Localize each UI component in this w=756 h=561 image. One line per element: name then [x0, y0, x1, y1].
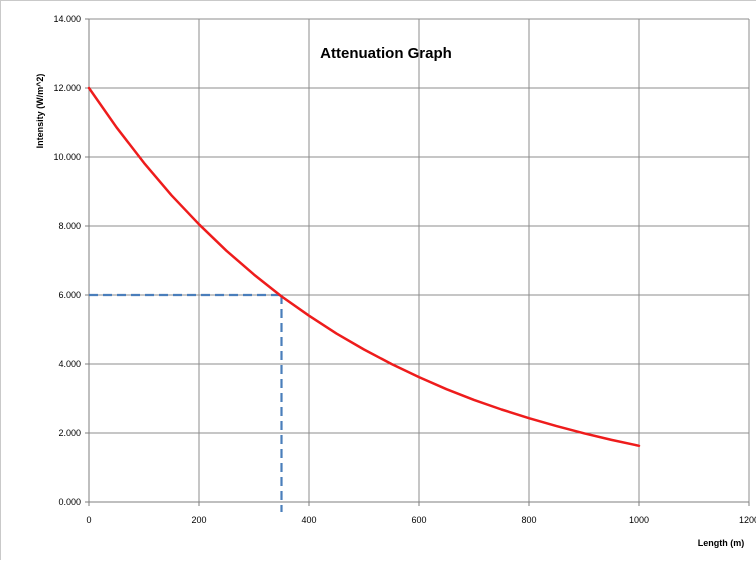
- y-tick-label: 4.000: [58, 359, 81, 369]
- x-tick-label: 0: [86, 515, 91, 525]
- series: [87, 86, 641, 448]
- y-tick-label: 6.000: [58, 290, 81, 300]
- chart-title: Attenuation Graph: [320, 45, 452, 62]
- y-tick-label: 8.000: [58, 221, 81, 231]
- tick-labels: 0.000 2.000 4.000 6.000 8.000 10.000 12.000 14.…: [53, 14, 756, 525]
- x-tick-label: 800: [521, 515, 536, 525]
- y-tick-label: 0.000: [58, 497, 81, 507]
- x-tick-label: 400: [301, 515, 316, 525]
- y-tick-label: 2.000: [58, 428, 81, 438]
- y-tick-label: 14.000: [53, 14, 81, 24]
- guide-lines: [89, 293, 283, 512]
- y-tick-label: 10.000: [53, 152, 81, 162]
- grid: [89, 18, 750, 502]
- x-tick-label: 1000: [629, 515, 649, 525]
- x-tick-label: 1200: [739, 515, 756, 525]
- x-tick-label: 200: [191, 515, 206, 525]
- axes: [85, 18, 750, 506]
- x-tick-label: 600: [411, 515, 426, 525]
- series-line: [87, 86, 641, 448]
- y-tick-label: 12.000: [53, 83, 81, 93]
- x-axis-label: Length (m): [698, 538, 745, 548]
- y-axis-label: Intensity (W/m^2): [35, 74, 45, 149]
